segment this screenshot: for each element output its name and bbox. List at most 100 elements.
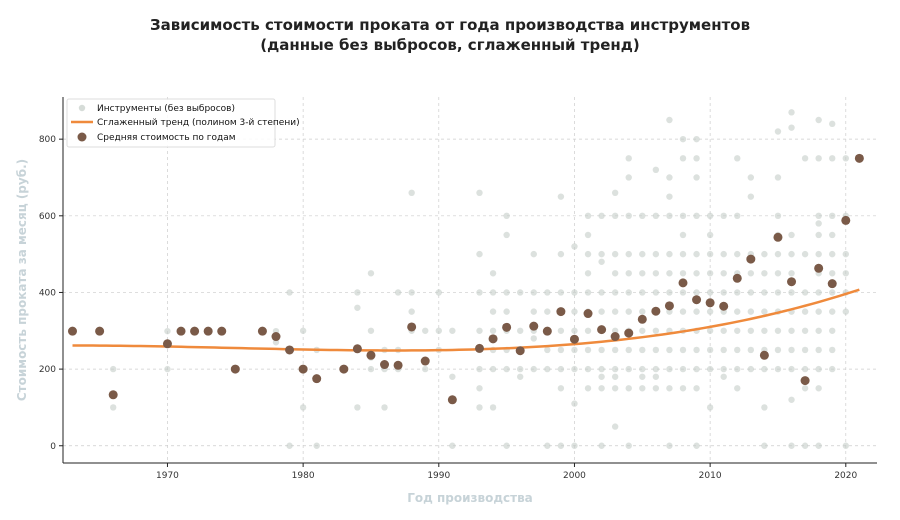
mean-point: [854, 153, 864, 163]
raw-point: [557, 385, 565, 392]
raw-point: [761, 270, 768, 277]
raw-point: [761, 442, 768, 449]
raw-point: [435, 327, 442, 334]
raw-point: [598, 365, 605, 373]
raw-point: [557, 442, 565, 449]
mean-point: [176, 326, 186, 336]
raw-point: [788, 250, 795, 258]
x-tick-label: 2000: [563, 471, 586, 481]
mean-point: [352, 344, 362, 354]
raw-point: [815, 212, 822, 220]
y-tick-label: 0: [50, 442, 56, 452]
raw-point: [706, 289, 714, 296]
raw-point: [747, 174, 755, 181]
raw-point: [625, 365, 632, 373]
raw-point: [706, 270, 714, 277]
mean-point: [529, 321, 539, 331]
raw-point: [611, 289, 619, 296]
raw-point: [666, 289, 673, 296]
raw-point: [679, 346, 687, 354]
raw-point: [584, 270, 592, 277]
x-tick-label: 1970: [156, 471, 179, 481]
raw-point: [788, 124, 795, 131]
raw-point: [516, 327, 524, 334]
raw-point: [652, 289, 660, 296]
raw-point: [625, 385, 632, 392]
mean-point: [474, 343, 484, 353]
raw-point: [829, 212, 836, 220]
raw-point: [598, 212, 605, 220]
mean-point: [257, 326, 267, 336]
raw-point: [611, 308, 619, 315]
raw-point: [734, 250, 741, 258]
raw-point: [788, 396, 795, 403]
raw-point: [557, 327, 565, 334]
mean-point: [746, 254, 756, 264]
mean-point: [787, 277, 797, 287]
raw-point: [449, 373, 456, 380]
raw-point: [747, 346, 755, 354]
raw-point: [801, 155, 809, 162]
raw-point: [516, 289, 524, 296]
raw-point: [476, 250, 483, 258]
raw-point: [747, 308, 755, 315]
raw-point: [747, 365, 755, 373]
raw-point: [571, 442, 578, 449]
raw-point: [842, 442, 849, 449]
raw-points: [69, 109, 863, 449]
raw-point: [476, 327, 483, 334]
y-tick-label: 400: [39, 288, 56, 298]
raw-point: [734, 155, 741, 162]
raw-point: [652, 212, 660, 220]
raw-point: [829, 346, 836, 354]
mean-point: [488, 334, 498, 344]
raw-point: [598, 373, 605, 380]
raw-point: [761, 289, 768, 296]
x-axis-label: Год производства: [407, 491, 533, 505]
raw-point: [489, 270, 497, 277]
mean-point: [285, 345, 295, 355]
raw-point: [503, 289, 510, 296]
raw-point: [584, 327, 592, 334]
mean-point: [800, 376, 810, 386]
raw-point: [530, 250, 537, 258]
mean-point: [203, 326, 213, 336]
raw-point: [598, 346, 605, 354]
raw-point: [788, 442, 795, 449]
raw-point: [815, 365, 822, 373]
raw-point: [476, 289, 483, 296]
raw-point: [652, 385, 660, 392]
raw-point: [679, 270, 687, 277]
mean-point: [190, 326, 200, 336]
raw-point: [815, 250, 822, 258]
raw-point: [109, 404, 117, 411]
raw-point: [842, 308, 849, 315]
raw-point: [693, 212, 700, 220]
mean-point: [67, 326, 77, 336]
raw-point: [788, 270, 795, 277]
mean-point: [542, 326, 552, 336]
raw-point: [367, 270, 375, 277]
raw-point: [829, 308, 836, 315]
raw-point: [720, 327, 727, 334]
raw-point: [639, 365, 646, 373]
raw-point: [639, 250, 646, 258]
raw-point: [679, 155, 687, 162]
raw-point: [679, 289, 687, 296]
raw-point: [625, 270, 632, 277]
raw-point: [639, 373, 646, 380]
raw-point: [598, 385, 605, 392]
raw-point: [774, 128, 782, 135]
mean-point: [162, 339, 172, 349]
raw-point: [693, 155, 700, 162]
y-axis-ticks: 0 200 400 600 800: [39, 135, 63, 452]
trend-line: [72, 288, 860, 352]
raw-point: [815, 220, 822, 227]
raw-point: [734, 289, 741, 296]
raw-point: [829, 250, 836, 258]
mean-point: [841, 215, 851, 225]
raw-point: [286, 289, 293, 296]
axes: [62, 97, 877, 464]
raw-point: [693, 250, 700, 258]
